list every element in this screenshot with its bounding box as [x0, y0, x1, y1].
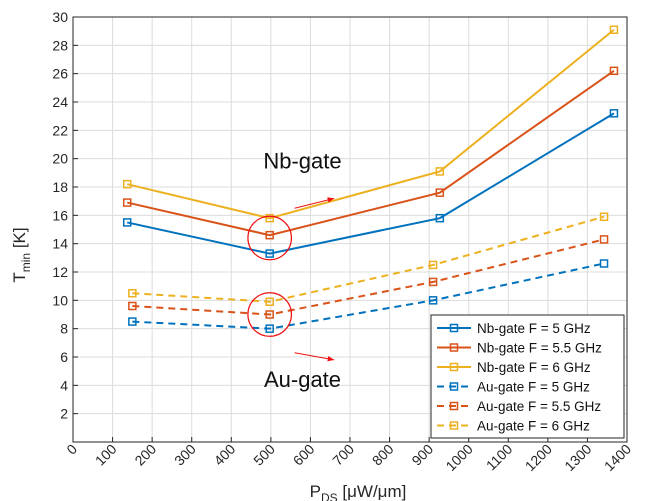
legend-label: Au-gate F = 5 GHz [477, 380, 590, 395]
y-tick-label: 4 [60, 377, 68, 393]
legend-marker-swatch [449, 382, 459, 391]
legend-item: Au-gate F = 5.5 GHz [437, 399, 601, 414]
y-axis-title-main: T [10, 272, 29, 282]
data-point [599, 212, 609, 221]
arrow-head [327, 197, 335, 203]
series-line [126, 28, 615, 220]
legend-label: Au-gate F = 6 GHz [477, 419, 590, 434]
arrow-head [327, 356, 335, 362]
arrow-line [294, 352, 335, 361]
data-point [265, 324, 274, 333]
data-point [265, 310, 274, 319]
legend-item: Au-gate F = 5 GHz [437, 380, 590, 395]
x-axis-title-main: P [310, 482, 321, 501]
series-line [132, 215, 605, 303]
y-axis-title: Tmin [K] [10, 227, 33, 282]
data-point [435, 213, 445, 223]
y-axis-title-subscript: min [19, 253, 33, 272]
series-line [126, 112, 615, 255]
arrow-line [294, 197, 335, 209]
data-point [428, 277, 438, 287]
series-3 [122, 25, 619, 223]
highlight-circle [247, 292, 293, 337]
series-group [122, 25, 619, 333]
y-tick-label: 28 [52, 37, 68, 53]
x-axis-title: PDS [μW/μm] [310, 482, 407, 501]
y-tick-label: 12 [52, 264, 68, 280]
data-point [265, 230, 274, 240]
y-tick-label: 2 [60, 406, 68, 422]
legend-marker-swatch [449, 362, 459, 372]
data-point [609, 109, 619, 118]
data-point [128, 301, 137, 311]
x-axis-title-subscript: DS [321, 491, 338, 501]
data-point [435, 188, 445, 197]
data-point [609, 25, 619, 34]
annotations: Nb-gate Au-gate [247, 149, 342, 392]
series-line [132, 238, 605, 316]
legend-label: Nb-gate F = 5 GHz [477, 321, 591, 336]
data-point [265, 213, 274, 223]
series-line [126, 70, 615, 237]
y-tick-label: 6 [60, 349, 68, 365]
y-tick-label: 22 [52, 122, 68, 138]
y-tick-label: 8 [60, 321, 68, 337]
y-tick-label: 10 [52, 292, 68, 308]
legend-item: Nb-gate F = 6 GHz [437, 360, 591, 375]
y-tick-label: 26 [52, 66, 68, 82]
legend-marker-swatch [449, 343, 459, 352]
series-4 [128, 259, 609, 333]
highlight-circle [247, 215, 293, 261]
data-point [428, 296, 438, 305]
y-tick-label: 30 [52, 9, 68, 25]
data-point [435, 167, 445, 176]
data-point [265, 297, 274, 306]
legend-item: Au-gate F = 6 GHz [437, 419, 590, 434]
annotation-label: Nb-gate [263, 149, 341, 174]
y-tick-label: 14 [52, 236, 68, 252]
legend-box [430, 314, 625, 439]
y-tick-label: 20 [52, 151, 68, 167]
data-point [428, 260, 438, 270]
data-point [265, 249, 274, 258]
data-point [128, 289, 137, 298]
annotation-label: Au-gate [264, 367, 341, 392]
legend-marker-swatch [449, 421, 459, 430]
legend-label: Nb-gate F = 6 GHz [477, 360, 591, 375]
data-point [122, 218, 132, 227]
legend-label: Au-gate F = 5.5 GHz [477, 399, 601, 414]
y-tick-label: 18 [52, 179, 68, 195]
legend-marker-swatch [449, 323, 459, 333]
data-point [599, 259, 609, 268]
data-point [599, 235, 609, 244]
series-line [132, 262, 605, 330]
y-axis-title-unit: [K] [10, 227, 29, 253]
series-6 [128, 212, 609, 306]
data-point [609, 66, 619, 76]
series-5 [128, 235, 609, 319]
legend: Nb-gate F = 5 GHz Nb-gate F = 5.5 GHz Nb-g… [430, 314, 625, 439]
legend-label: Nb-gate F = 5.5 GHz [477, 341, 602, 356]
legend-item: Nb-gate F = 5.5 GHz [437, 341, 602, 356]
series-1 [122, 109, 619, 258]
x-axis-title-unit: [μW/μm] [338, 482, 407, 501]
series-2 [122, 66, 619, 240]
y-tick-label: 16 [52, 207, 68, 223]
legend-marker-swatch [449, 401, 459, 411]
data-point [128, 317, 137, 326]
y-tick-label: 24 [52, 94, 68, 110]
data-point [122, 179, 132, 189]
data-point [122, 198, 132, 207]
legend-item: Nb-gate F = 5 GHz [437, 321, 591, 336]
